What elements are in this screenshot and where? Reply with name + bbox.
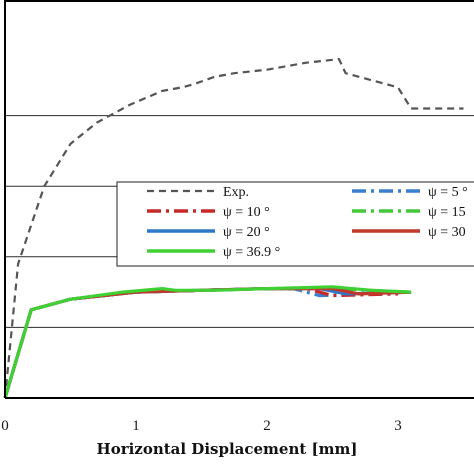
- x-axis-label: Horizontal Displacement [mm]: [97, 440, 358, 458]
- x-tick-label: 2: [263, 418, 271, 434]
- legend-label: ψ = 5 °: [428, 185, 468, 200]
- x-ticks: 0 1 2 3: [1, 418, 402, 434]
- legend-label: ψ = 20 °: [223, 225, 270, 240]
- legend-label: Exp.: [223, 185, 249, 200]
- legend-label: ψ = 15: [428, 205, 466, 220]
- x-tick-label: 3: [394, 418, 402, 434]
- series-layer: [3, 57, 464, 399]
- legend: Exp. ψ = 5 ° ψ = 10 ° ψ = 15 ψ = 20 ° ψ = 30 ψ…: [116, 181, 474, 267]
- legend-label: ψ = 10 °: [223, 205, 270, 220]
- legend-box: [116, 181, 474, 267]
- legend-label: ψ = 30: [428, 225, 466, 240]
- x-tick-label: 1: [132, 418, 140, 434]
- series-line-1: [3, 57, 464, 399]
- x-tick-label: 0: [1, 418, 9, 434]
- series-line-7: [3, 285, 412, 399]
- legend-label: ψ = 36.9 °: [223, 245, 280, 260]
